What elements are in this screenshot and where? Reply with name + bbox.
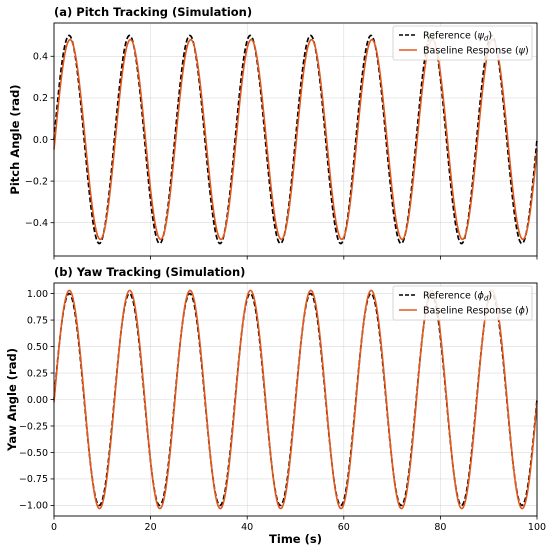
pitch-legend-box <box>392 25 533 61</box>
yaw-y-tick-label: 0.00 <box>27 395 48 406</box>
pitch-y-tick-label: 0.0 <box>33 135 48 146</box>
yaw-x-tick-label: 20 <box>145 522 157 533</box>
pitch-x-ticks <box>53 256 538 260</box>
x-axis-label: Time (s) <box>269 532 322 546</box>
yaw-y-tick-label: −0.75 <box>19 474 48 485</box>
yaw-y-tick-label: −0.50 <box>19 448 48 459</box>
yaw-x-tick-label: 40 <box>241 522 253 533</box>
yaw-x-ticks: 0 20 40 60 80 100 <box>51 516 546 533</box>
pitch-y-tick-label: −0.4 <box>25 218 48 229</box>
yaw-y-tick-label: 0.25 <box>27 368 48 379</box>
pitch-y-axis-label: Pitch Angle (rad) <box>8 84 22 194</box>
yaw-legend: Reference (ϕd) Baseline Response (ϕ) <box>392 285 533 321</box>
pitch-y-tick-label: 0.2 <box>33 93 48 104</box>
pitch-series-lines <box>53 34 538 245</box>
yaw-legend-baseline-label: Baseline Response (ϕ) <box>423 306 529 317</box>
yaw-panel: (b) Yaw Tracking (Simulation) −1.00 −0.75… <box>5 265 546 546</box>
yaw-legend-box <box>392 285 533 321</box>
pitch-legend-reference-label: Reference (ψd) <box>423 31 492 43</box>
pitch-chart-title: (a) Pitch Tracking (Simulation) <box>54 5 252 19</box>
yaw-legend-reference-label: Reference (ϕd) <box>423 291 492 303</box>
yaw-x-tick-label: 0 <box>51 522 57 533</box>
yaw-x-tick-label: 80 <box>434 522 446 533</box>
pitch-baseline-response-line <box>53 38 538 241</box>
yaw-x-tick-label: 100 <box>528 522 546 533</box>
yaw-y-axis-label: Yaw Angle (rad) <box>5 348 19 452</box>
yaw-y-tick-label: 0.50 <box>27 342 48 353</box>
pitch-y-tick-label: 0.4 <box>33 52 48 63</box>
yaw-y-ticks: −1.00 −0.75 −0.50 −0.25 0.00 0.25 0.50 0.75 1.00 <box>19 289 54 512</box>
pitch-panel: (a) Pitch Tracking (Simulation) −0.4 −0.2… <box>8 5 538 260</box>
yaw-baseline-response-line <box>53 289 538 510</box>
pitch-legend-baseline-label: Baseline Response (ψ) <box>423 46 529 57</box>
yaw-y-tick-label: −0.25 <box>19 421 48 432</box>
pitch-y-tick-label: −0.2 <box>25 176 48 187</box>
yaw-chart-title: (b) Yaw Tracking (Simulation) <box>54 265 245 279</box>
pitch-legend: Reference (ψd) Baseline Response (ψ) <box>392 25 533 61</box>
yaw-y-tick-label: −1.00 <box>19 501 48 512</box>
yaw-y-tick-label: 1.00 <box>27 289 48 300</box>
yaw-x-tick-label: 60 <box>338 522 350 533</box>
pitch-y-ticks: −0.4 −0.2 0.0 0.2 0.4 <box>25 52 54 229</box>
yaw-series-lines <box>53 289 538 510</box>
yaw-y-tick-label: 0.75 <box>27 315 48 326</box>
